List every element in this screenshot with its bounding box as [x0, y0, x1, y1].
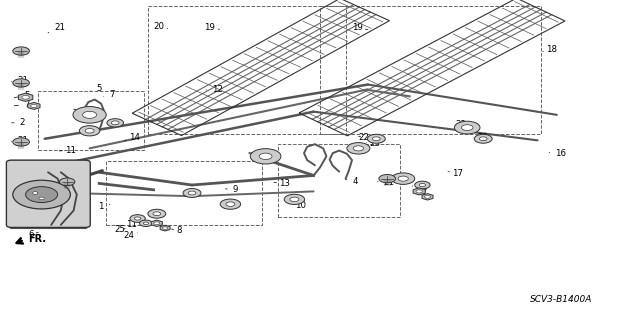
Circle shape [367, 134, 385, 143]
Text: 21: 21 [48, 23, 65, 33]
Text: 4: 4 [346, 177, 358, 186]
Circle shape [13, 138, 29, 146]
Circle shape [163, 227, 168, 229]
Circle shape [392, 173, 415, 184]
Circle shape [13, 47, 29, 55]
Circle shape [183, 189, 201, 197]
Circle shape [372, 137, 380, 141]
Text: 19: 19 [205, 23, 220, 32]
Circle shape [419, 183, 426, 187]
Text: 10: 10 [292, 201, 307, 210]
Text: 12: 12 [206, 85, 223, 94]
Text: 11: 11 [125, 220, 140, 229]
Circle shape [22, 95, 29, 99]
Text: 21: 21 [12, 136, 29, 145]
Circle shape [290, 197, 299, 202]
Text: 5: 5 [91, 84, 102, 93]
Text: FR.: FR. [28, 234, 46, 244]
Text: 2: 2 [12, 118, 25, 127]
Text: 1: 1 [99, 202, 110, 211]
Text: 15: 15 [256, 149, 272, 158]
Text: 7: 7 [104, 90, 115, 99]
Circle shape [474, 134, 492, 143]
Circle shape [140, 220, 152, 226]
Text: 7: 7 [413, 189, 427, 197]
Circle shape [39, 197, 44, 200]
Polygon shape [160, 225, 170, 231]
Text: 24: 24 [124, 231, 138, 240]
Circle shape [416, 190, 422, 193]
Text: 14: 14 [125, 133, 140, 142]
Circle shape [31, 104, 37, 108]
Circle shape [148, 209, 166, 218]
Polygon shape [151, 220, 163, 226]
Circle shape [379, 174, 396, 183]
Circle shape [13, 180, 70, 209]
Text: 21: 21 [378, 178, 395, 187]
Circle shape [60, 178, 75, 186]
Text: 25: 25 [115, 225, 126, 234]
Text: 18: 18 [543, 45, 557, 54]
Circle shape [130, 215, 145, 222]
Text: 7: 7 [14, 100, 29, 109]
Polygon shape [422, 194, 433, 200]
Circle shape [73, 107, 106, 123]
Circle shape [85, 129, 94, 133]
Text: 15: 15 [74, 109, 93, 118]
Circle shape [153, 212, 161, 216]
Text: 20: 20 [153, 22, 168, 31]
Text: 22: 22 [455, 120, 467, 129]
Circle shape [143, 222, 148, 225]
Circle shape [250, 149, 281, 164]
Text: 17: 17 [448, 169, 463, 178]
Circle shape [461, 125, 473, 130]
Circle shape [226, 202, 235, 206]
Text: 19: 19 [352, 23, 368, 32]
Text: 5: 5 [14, 91, 29, 100]
Circle shape [13, 79, 29, 87]
Text: 23: 23 [367, 139, 381, 148]
Circle shape [134, 217, 141, 220]
Text: 9: 9 [225, 185, 238, 194]
Circle shape [454, 121, 480, 134]
Circle shape [259, 153, 272, 160]
Circle shape [353, 146, 364, 151]
Polygon shape [19, 93, 33, 101]
Circle shape [111, 121, 119, 125]
Text: 21: 21 [12, 76, 29, 85]
Text: 3: 3 [24, 219, 35, 228]
Circle shape [284, 194, 305, 204]
Polygon shape [36, 196, 47, 201]
Circle shape [220, 199, 241, 209]
Circle shape [188, 191, 196, 195]
Circle shape [425, 195, 431, 198]
Text: 6: 6 [28, 230, 38, 239]
Polygon shape [413, 188, 426, 195]
Text: 13: 13 [274, 179, 291, 188]
Circle shape [479, 137, 487, 141]
Text: 16: 16 [549, 149, 566, 158]
Text: 5: 5 [412, 182, 424, 191]
Text: 23: 23 [477, 133, 488, 142]
Circle shape [347, 143, 370, 154]
Polygon shape [30, 190, 40, 196]
Circle shape [398, 176, 408, 181]
Circle shape [26, 187, 58, 203]
Polygon shape [28, 102, 40, 109]
Circle shape [33, 192, 38, 194]
FancyBboxPatch shape [6, 160, 90, 227]
Text: 8: 8 [172, 226, 182, 235]
Text: 22: 22 [358, 133, 369, 142]
Circle shape [83, 111, 97, 118]
Text: 11: 11 [60, 146, 76, 155]
Circle shape [107, 119, 124, 127]
Circle shape [79, 126, 100, 136]
Circle shape [415, 181, 430, 189]
Text: SCV3-B1400A: SCV3-B1400A [530, 295, 592, 304]
Circle shape [154, 222, 160, 225]
